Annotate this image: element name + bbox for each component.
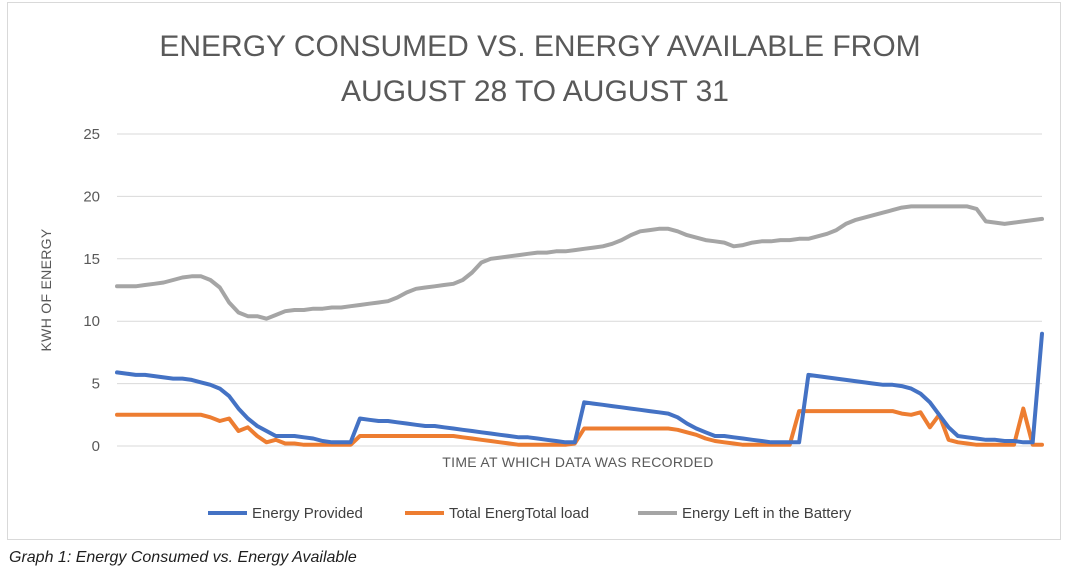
legend: Energy Provided Total EnergTotal load En… [208, 505, 852, 522]
chart-title-line-2: AUGUST 28 TO AUGUST 31 [341, 75, 729, 108]
chart: ENERGY CONSUMED VS. ENERGY AVAILABLE FRO… [38, 30, 1044, 522]
chart-title-line-1: ENERGY CONSUMED VS. ENERGY AVAILABLE FRO… [159, 30, 920, 63]
y-axis-label: KWH OF ENERGY [38, 228, 54, 351]
y-tick-10: 10 [83, 313, 100, 330]
series-line-total-load [115, 406, 1044, 447]
series-line-energy-provided [115, 331, 1044, 445]
legend-label-total-load: Total EnergTotal load [449, 505, 589, 522]
y-tick-25: 25 [83, 126, 100, 143]
graph-caption: Graph 1: Energy Consumed vs. Energy Avai… [9, 549, 357, 566]
series-line-battery [115, 204, 1044, 321]
y-tick-20: 20 [83, 188, 100, 205]
gridlines [117, 133, 1042, 447]
legend-label-energy-provided: Energy Provided [252, 505, 363, 522]
chart-frame [7, 2, 1061, 540]
y-tick-15: 15 [83, 251, 100, 268]
y-tick-labels: 0 5 10 15 20 25 [83, 126, 100, 455]
y-tick-0: 0 [92, 438, 100, 455]
series-lines [115, 204, 1044, 447]
x-axis-label: TIME AT WHICH DATA WAS RECORDED [442, 454, 713, 470]
y-tick-5: 5 [92, 376, 100, 393]
legend-label-battery: Energy Left in the Battery [682, 505, 852, 522]
